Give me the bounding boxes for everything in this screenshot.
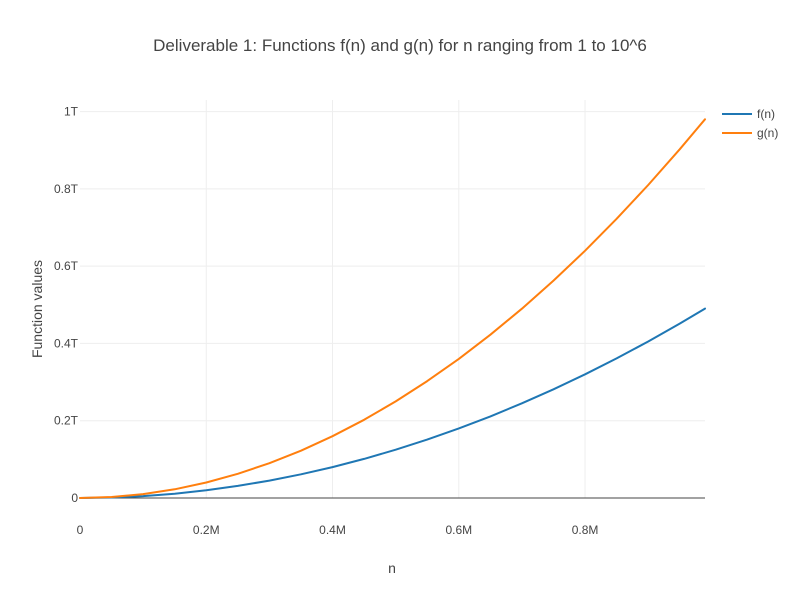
x-tick-label: 0.8M [572,523,599,537]
x-tick-label: 0 [77,523,84,537]
legend-label: f(n) [757,107,775,121]
legend-item[interactable]: g(n) [722,126,778,140]
y-tick-label: 0.4T [54,336,79,350]
grid [80,100,705,498]
series-line-1 [79,307,706,499]
legend-item[interactable]: f(n) [722,107,775,121]
y-tick-label: 1T [64,105,79,119]
y-tick-label: 0.6T [54,259,79,273]
y-axis-title: Function values [29,260,45,358]
legend-label: g(n) [757,126,778,140]
x-tick-label: 0.4M [319,523,346,537]
x-tick-label: 0.2M [193,523,220,537]
y-tick-label: 0.8T [54,182,79,196]
y-tick-label: 0.2T [54,414,79,428]
y-axis-ticks: 0 0.2T 0.4T 0.6T 0.8T 1T [54,105,79,505]
legend: f(n) g(n) [722,107,778,140]
x-axis-title: n [388,560,396,576]
series-line-2 [79,118,706,499]
x-tick-label: 0.6M [445,523,472,537]
y-tick-label: 0 [71,491,78,505]
chart-title: Deliverable 1: Functions f(n) and g(n) f… [153,36,647,55]
x-axis-ticks: 0 0.2M 0.4M 0.6M 0.8M [77,523,599,537]
series-layer [79,118,706,499]
